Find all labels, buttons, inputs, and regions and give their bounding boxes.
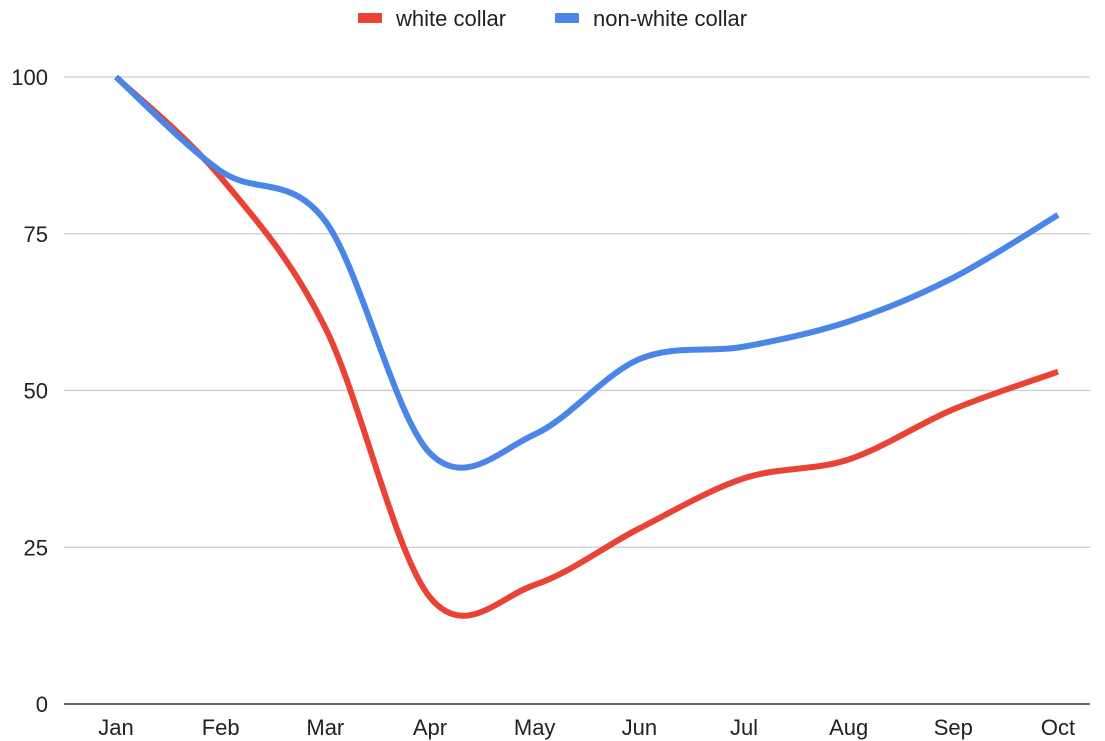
y-tick-label: 25 <box>24 535 48 560</box>
y-tick-label: 75 <box>24 222 48 247</box>
x-tick-label: May <box>514 715 556 740</box>
x-tick-label: Apr <box>413 715 447 740</box>
series-lines <box>113 74 1060 619</box>
x-tick-label: Oct <box>1041 715 1075 740</box>
y-tick-label: 100 <box>11 65 48 90</box>
x-tick-label: Jun <box>622 715 657 740</box>
axes: 0 25 50 75 100 Jan Feb Mar Apr May Jun Jul Aug Sep Oct <box>11 65 1090 740</box>
x-tick-label: Feb <box>202 715 240 740</box>
x-tick-label: Jan <box>98 715 133 740</box>
x-tick-label: Aug <box>829 715 868 740</box>
series-line-1 <box>113 74 1060 619</box>
legend-label: non-white collar <box>593 6 747 31</box>
legend-swatch <box>358 13 382 23</box>
legend: white collar non-white collar <box>358 6 747 31</box>
x-tick-label: Jul <box>730 715 758 740</box>
legend-swatch <box>555 13 579 23</box>
x-tick-label: Sep <box>934 715 973 740</box>
legend-label: white collar <box>395 6 506 31</box>
series-line-2 <box>113 74 1060 471</box>
y-tick-label: 0 <box>36 692 48 717</box>
x-tick-label: Mar <box>306 715 344 740</box>
gridlines <box>64 76 1090 548</box>
y-tick-label: 50 <box>24 379 48 404</box>
